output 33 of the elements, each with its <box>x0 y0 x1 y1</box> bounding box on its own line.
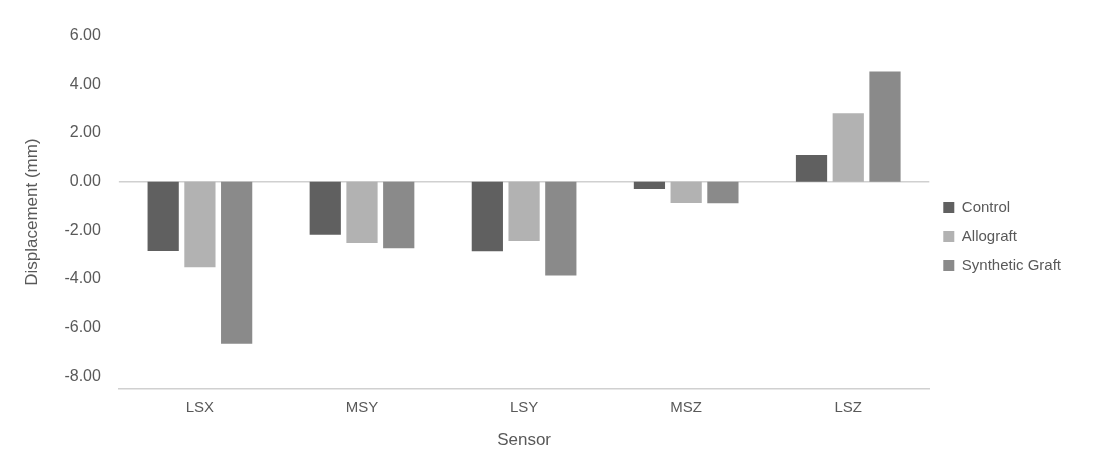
y-tick-label: 6.00 <box>69 26 101 44</box>
x-tick-label: LSX <box>185 397 215 415</box>
bar <box>670 181 702 204</box>
bar <box>184 181 216 268</box>
bar <box>869 71 901 182</box>
y-tick-label: -2.00 <box>64 220 101 238</box>
bar <box>707 181 739 204</box>
bar <box>633 181 666 189</box>
bar <box>795 154 828 182</box>
legend-label: Allograft <box>961 226 1018 244</box>
y-tick-label: -4.00 <box>64 269 101 287</box>
y-tick-label: 4.00 <box>69 74 101 92</box>
y-tick-label: 2.00 <box>69 123 101 141</box>
y-axis-title: Displacement (mm) <box>21 138 41 286</box>
legend-label: Synthetic Graft <box>961 255 1062 273</box>
bar <box>309 181 341 235</box>
x-tick-label: MSY <box>345 397 379 415</box>
y-tick-label: -6.00 <box>64 318 101 336</box>
bar <box>221 181 253 344</box>
bar <box>346 181 378 244</box>
y-tick-label: -8.00 <box>64 366 101 384</box>
bar <box>383 181 415 249</box>
bar <box>832 113 864 182</box>
x-tick-label: LSY <box>509 397 539 415</box>
x-tick-label: MSZ <box>670 397 702 415</box>
bar <box>545 181 577 276</box>
bar <box>147 181 179 252</box>
x-axis-title: Sensor <box>497 430 552 450</box>
y-tick-label: 0.00 <box>69 172 101 190</box>
bar <box>471 181 503 252</box>
legend-label: Control <box>961 197 1011 215</box>
x-tick-label: LSZ <box>834 397 863 415</box>
bar <box>508 181 540 242</box>
